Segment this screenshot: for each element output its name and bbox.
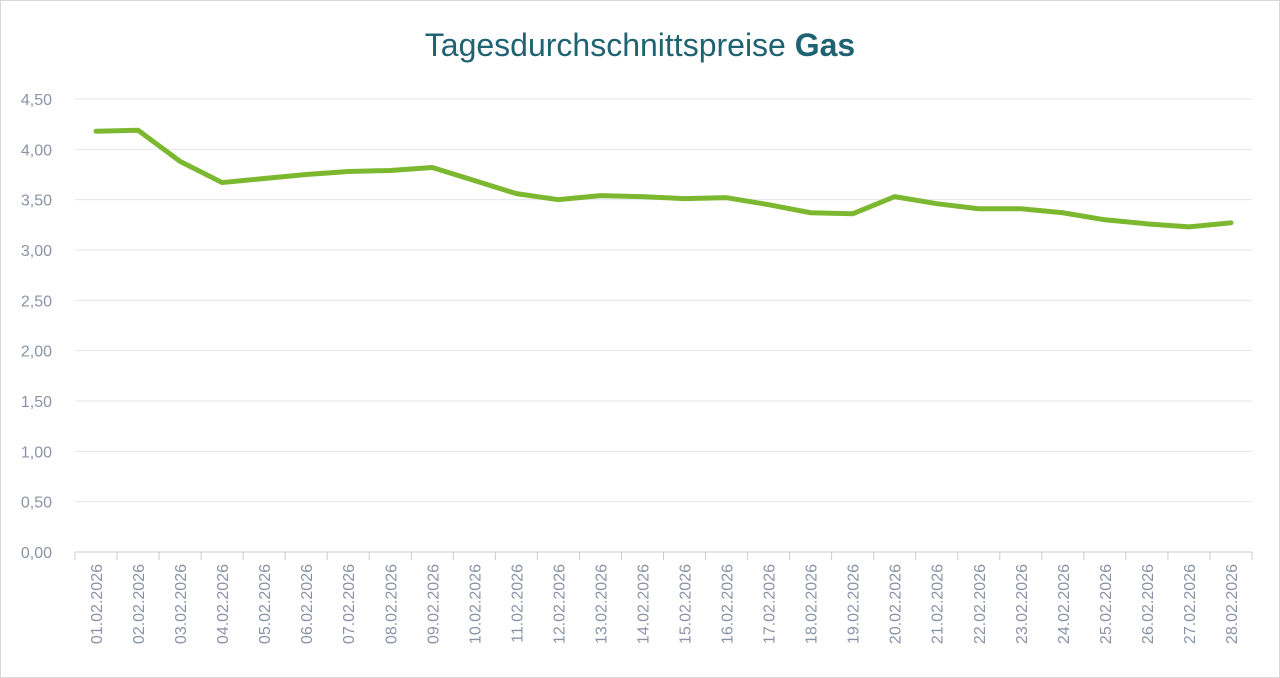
x-tick-label: 02.02.2026 xyxy=(131,564,148,644)
x-tick-label: 12.02.2026 xyxy=(551,564,568,644)
y-tick-label: 3,50 xyxy=(21,193,52,210)
x-tick-label: 23.02.2026 xyxy=(1014,564,1031,644)
y-tick-label: 0,00 xyxy=(21,545,52,562)
x-tick-label: 28.02.2026 xyxy=(1224,564,1241,644)
title-text: Tagesdurchschnittspreise xyxy=(425,27,786,63)
y-tick-label: 1,00 xyxy=(21,444,52,461)
y-tick-label: 3,00 xyxy=(21,243,52,260)
y-tick-label: 1,50 xyxy=(21,394,52,411)
x-tick-label: 06.02.2026 xyxy=(299,564,316,644)
x-tick-label: 24.02.2026 xyxy=(1056,564,1073,644)
x-tick-label: 19.02.2026 xyxy=(846,564,863,644)
x-tick-label: 08.02.2026 xyxy=(383,564,400,644)
y-tick-label: 2,00 xyxy=(21,344,52,361)
x-tick-label: 04.02.2026 xyxy=(215,564,232,644)
x-tick-label: 13.02.2026 xyxy=(593,564,610,644)
x-tick-label: 09.02.2026 xyxy=(425,564,442,644)
price-line xyxy=(93,127,1234,230)
x-tick-label: 07.02.2026 xyxy=(341,564,358,644)
x-tick-label: 10.02.2026 xyxy=(467,564,484,644)
x-tick-label: 03.02.2026 xyxy=(173,564,190,644)
y-tick-label: 0,50 xyxy=(21,495,52,512)
y-tick-label: 4,50 xyxy=(21,92,52,109)
x-tick-label: 01.02.2026 xyxy=(89,564,106,644)
title-highlight: Gas xyxy=(795,27,855,63)
x-tick-label: 05.02.2026 xyxy=(257,564,274,644)
chart-title: Tagesdurchschnittspreise Gas xyxy=(425,27,855,63)
y-tick-label: 4,00 xyxy=(21,142,52,159)
x-tick-label: 21.02.2026 xyxy=(930,564,947,644)
x-tick-label: 27.02.2026 xyxy=(1182,564,1199,644)
x-tick-label: 18.02.2026 xyxy=(804,564,821,644)
x-tick-label: 11.02.2026 xyxy=(509,564,526,643)
x-tick-label: 14.02.2026 xyxy=(635,564,652,644)
x-tick-label: 26.02.2026 xyxy=(1140,564,1157,644)
x-tick-label: 25.02.2026 xyxy=(1098,564,1115,644)
y-tick-label: 2,50 xyxy=(21,293,52,310)
x-tick-label: 20.02.2026 xyxy=(888,564,905,644)
x-tick-label: 16.02.2026 xyxy=(720,564,737,644)
x-tick-label: 17.02.2026 xyxy=(762,564,779,644)
x-tick-label: 22.02.2026 xyxy=(972,564,989,644)
x-tick-label: 15.02.2026 xyxy=(678,564,695,644)
